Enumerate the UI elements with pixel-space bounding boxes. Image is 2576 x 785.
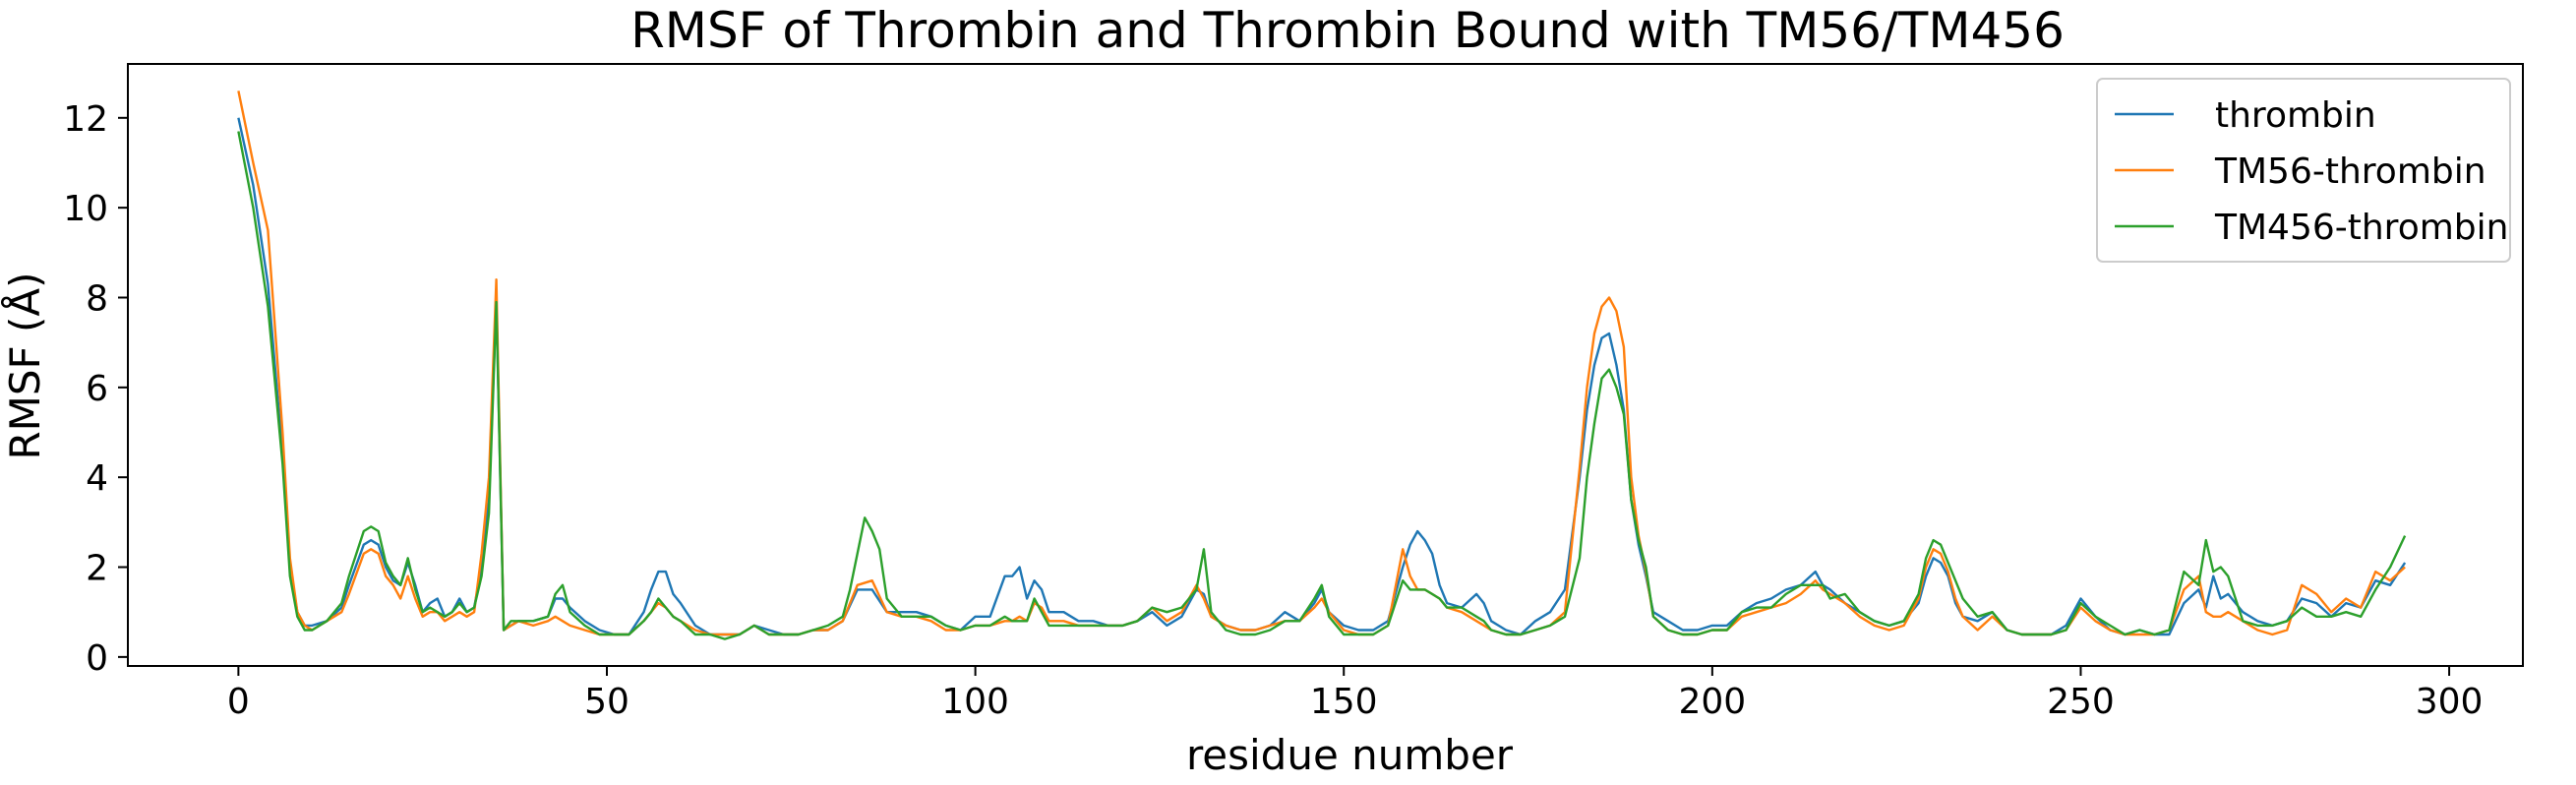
chart-title: RMSF of Thrombin and Thrombin Bound with… bbox=[630, 2, 2065, 59]
series-line-2 bbox=[237, 131, 2407, 640]
y-tick-label: 4 bbox=[86, 458, 108, 499]
x-tick-label: 50 bbox=[584, 682, 629, 722]
legend: thrombin TM56-thrombin TM456-thrombin bbox=[2096, 78, 2511, 263]
y-tick-label: 2 bbox=[86, 549, 108, 589]
y-tick-label: 10 bbox=[63, 189, 108, 229]
x-axis-label: residue number bbox=[1186, 731, 1514, 779]
y-axis-label: RMSF (Å) bbox=[0, 272, 49, 459]
y-tick-label: 8 bbox=[86, 278, 108, 319]
y-tick-label: 12 bbox=[63, 99, 108, 140]
series-layer bbox=[237, 91, 2407, 640]
legend-label: TM456-thrombin bbox=[2214, 208, 2508, 248]
x-tick-label: 100 bbox=[941, 682, 1009, 722]
y-tick-label: 6 bbox=[86, 369, 108, 409]
x-tick-label: 200 bbox=[1678, 682, 1746, 722]
y-tick-label: 0 bbox=[86, 638, 108, 679]
legend-label: TM56-thrombin bbox=[2214, 151, 2486, 192]
x-axis: 0 50 100 150 200 250 300 bbox=[227, 666, 2484, 722]
x-tick-label: 0 bbox=[227, 682, 250, 722]
y-axis: 0 2 4 6 8 10 12 bbox=[63, 99, 128, 679]
legend-label: thrombin bbox=[2215, 95, 2376, 136]
x-tick-label: 150 bbox=[1310, 682, 1378, 722]
legend-box bbox=[2096, 78, 2511, 263]
series-line-1 bbox=[237, 91, 2406, 636]
x-tick-label: 300 bbox=[2416, 682, 2484, 722]
series-line-0 bbox=[237, 117, 2407, 636]
x-tick-label: 250 bbox=[2047, 682, 2115, 722]
plot-frame bbox=[127, 63, 2524, 667]
